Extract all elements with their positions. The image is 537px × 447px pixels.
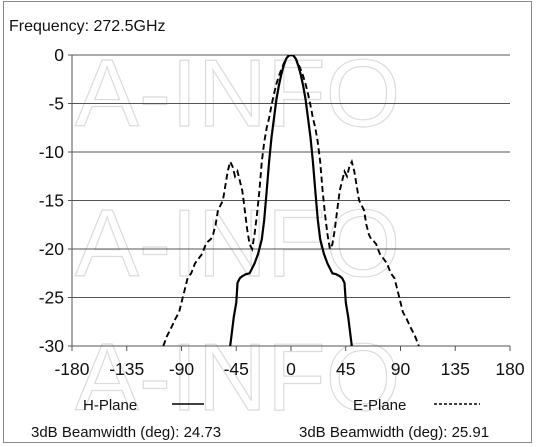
y-tick-label: 0 (54, 45, 64, 65)
watermark-text: A-INFO (75, 190, 400, 297)
legend-h-plane-label: H-Plane (83, 397, 137, 414)
frequency-label: Frequency: 272.5GHz (9, 18, 166, 35)
series-e-plane (162, 55, 420, 346)
x-tick-label: 90 (391, 359, 411, 379)
grid (68, 54, 511, 351)
e-plane-beamwidth: 3dB Beamwidth (deg): 25.91 (299, 424, 489, 441)
x-tick-label: -45 (224, 359, 249, 379)
x-tick-label: 180 (495, 359, 524, 379)
series-h-plane (229, 55, 353, 346)
x-tick-label: -90 (169, 359, 195, 379)
x-axis-ticks: -180 -135 -90 -45 0 45 90 135 180 (54, 359, 524, 379)
y-tick-label: -15 (39, 191, 64, 211)
y-tick-label: -25 (39, 288, 64, 308)
y-axis-ticks: 0 -5 -10 -15 -20 -25 -30 (39, 45, 65, 356)
y-tick-label: -5 (48, 94, 64, 114)
watermark: A-INFO A-INFO A-INFO (74, 39, 401, 431)
y-tick-label: -30 (39, 336, 65, 356)
x-tick-label: 0 (286, 359, 296, 379)
x-tick-label: 45 (336, 359, 355, 379)
watermark-text: A-INFO (75, 40, 400, 147)
y-tick-label: -20 (39, 239, 65, 259)
x-tick-label: -135 (109, 359, 144, 379)
chart-frame (3, 1, 532, 443)
watermark-text: A-INFO (75, 324, 400, 431)
x-tick-label: 135 (441, 359, 470, 379)
legend-e-plane-label: E-Plane (353, 397, 406, 414)
x-tick-label: -180 (54, 359, 89, 379)
h-plane-beamwidth: 3dB Beamwidth (deg): 24.73 (31, 424, 221, 441)
legend: H-Plane E-Plane (83, 397, 480, 414)
y-tick-label: -10 (39, 142, 65, 162)
